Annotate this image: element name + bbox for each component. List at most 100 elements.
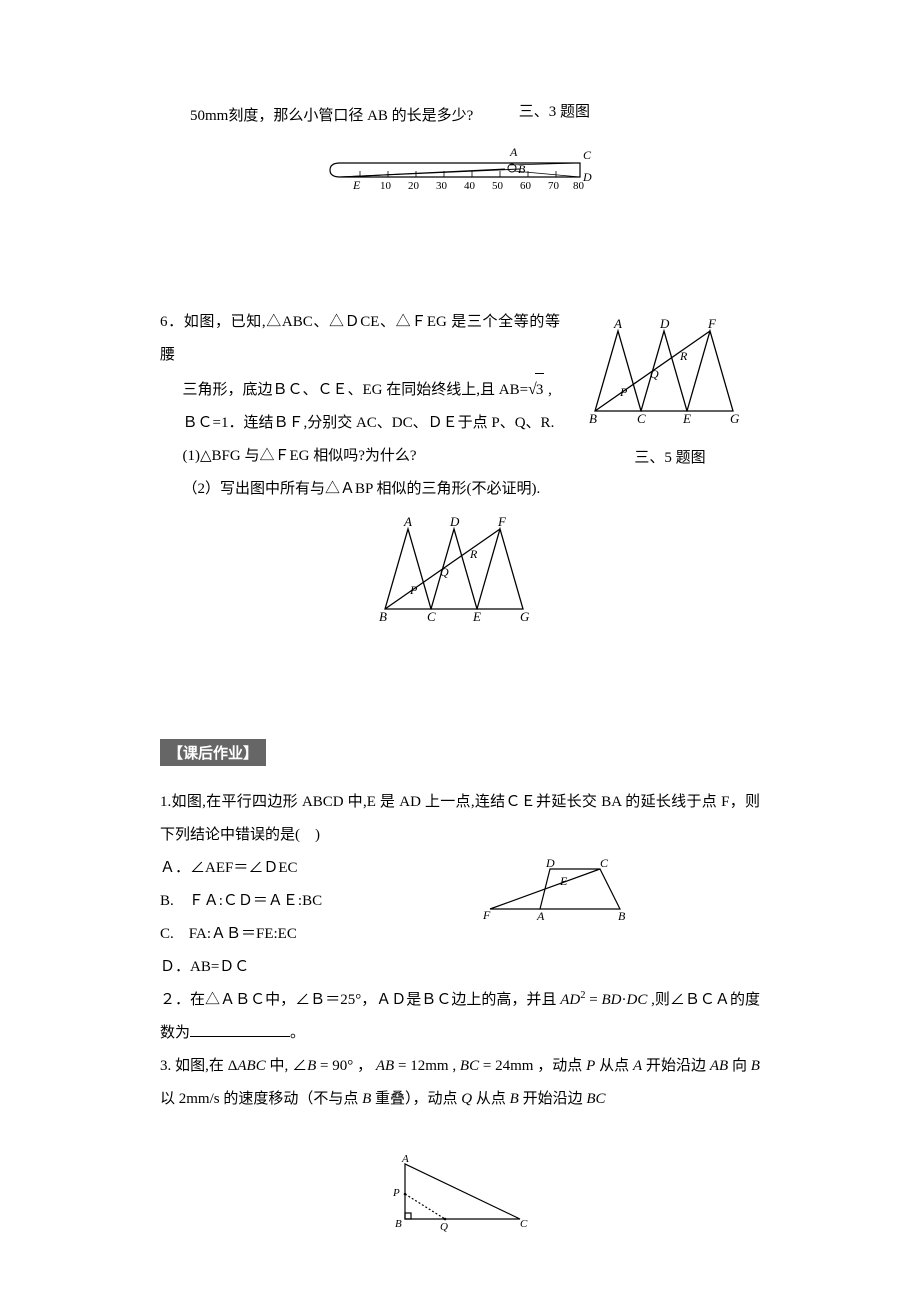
hw3-a: A <box>633 1058 642 1074</box>
hw2-pre: ２．在△ＡＢＣ中，∠Ｂ＝25°，ＡＤ是ＢＣ边上的高，并且 <box>160 992 560 1008</box>
svg-text:C: C <box>637 411 646 426</box>
triangles-svg-right: A D F B C E G P Q R <box>580 316 760 426</box>
svg-text:E: E <box>352 178 361 192</box>
svg-text:Q: Q <box>440 1221 448 1233</box>
svg-text:B: B <box>518 162 526 176</box>
q5-block: 三、3 题图 50mm刻度，那么小管口径 AB 的长是多少? A B <box>160 100 760 206</box>
svg-text:30: 30 <box>436 180 448 192</box>
hw3-abc: ABC <box>237 1058 265 1074</box>
hw3-bc: BC <box>460 1058 479 1074</box>
svg-text:60: 60 <box>520 180 532 192</box>
q5-caption-right: 三、3 题图 <box>519 100 590 121</box>
svg-text:D: D <box>449 514 460 529</box>
svg-text:A: A <box>509 145 518 159</box>
hw3-b3: B <box>362 1091 371 1107</box>
svg-text:80: 80 <box>573 180 585 192</box>
svg-text:A: A <box>536 909 545 923</box>
svg-text:R: R <box>469 547 478 561</box>
hw3-e90: = 90° ， <box>316 1058 376 1074</box>
svg-text:10: 10 <box>380 180 392 192</box>
hw3-m4: 向 <box>728 1058 751 1074</box>
svg-text:B: B <box>395 1218 402 1230</box>
q6-figure-right: A D F B C E G P Q R 三、5 题图 <box>580 316 760 467</box>
hw1-optB: B. ＦＡ:ＣＤ＝ＡＥ:BC <box>160 885 760 918</box>
svg-text:D: D <box>545 857 555 870</box>
q6-l2: 三角形，底边ＢＣ、ＣＥ、EG 在同始终线上,且 AB= <box>183 382 529 398</box>
hw3-m8: 开始沿边 <box>519 1091 587 1107</box>
hw3-p: P <box>586 1058 595 1074</box>
svg-text:E: E <box>559 874 568 888</box>
hw3-ab: AB <box>376 1058 394 1074</box>
svg-text:C: C <box>520 1218 528 1230</box>
svg-text:C: C <box>600 857 609 870</box>
svg-text:70: 70 <box>548 180 560 192</box>
hw3-b: B <box>307 1058 316 1074</box>
q6-l2t: , <box>544 382 552 398</box>
q6-block: A D F B C E G P Q R 三、5 题图 6．如图，已知,△ABC、… <box>160 306 760 659</box>
svg-text:40: 40 <box>464 180 476 192</box>
svg-text:R: R <box>679 349 688 363</box>
svg-text:E: E <box>472 609 481 624</box>
q6-sub2: （2）写出图中所有与△ＡBP 相似的三角形(不必证明). <box>160 473 760 506</box>
right-triangle-svg: A P B Q C <box>385 1154 535 1234</box>
q6-caption: 三、5 题图 <box>580 446 760 467</box>
hw1-optA: Ａ．∠AEF＝∠ＤEC <box>160 852 760 885</box>
svg-text:Q: Q <box>440 565 449 579</box>
hw1-figure: D C E F A B <box>480 857 640 932</box>
svg-text:Q: Q <box>650 367 659 381</box>
svg-text:B: B <box>589 411 597 426</box>
hw3-line: 3. 如图,在 ΔABC 中, ∠B = 90° ， AB = 12mm , B… <box>160 1050 760 1116</box>
svg-text:A: A <box>403 514 412 529</box>
q5-text: 50mm刻度，那么小管口径 AB 的长是多少? <box>160 100 760 133</box>
q6-figure-center: A D F B C E G P Q R <box>160 514 760 629</box>
hw3-m7: 从点 <box>472 1091 510 1107</box>
svg-text:A: A <box>613 316 622 331</box>
hw3-pre: 3. 如图,在 Δ <box>160 1058 237 1074</box>
hw1-block: 1.如图,在平行四边形 ABCD 中,E 是 AD 上一点,连结ＣＥ并延长交 B… <box>160 786 760 984</box>
svg-text:P: P <box>392 1187 400 1199</box>
hw3-m6: 重叠），动点 <box>371 1091 461 1107</box>
q5-figure: A B C D E 10 20 30 40 50 60 70 80 <box>160 141 760 206</box>
triangles-svg-center: A D F B C E G P Q R <box>370 514 550 624</box>
hw2-eq: = <box>585 992 601 1008</box>
hw3-bc2: BC <box>586 1091 605 1107</box>
hw1-optC: C. FA:ＡＢ＝FE:EC <box>160 918 760 951</box>
svg-text:G: G <box>520 609 530 624</box>
svg-text:A: A <box>401 1154 409 1165</box>
svg-text:20: 20 <box>408 180 420 192</box>
svg-text:P: P <box>619 385 628 399</box>
fill-blank[interactable] <box>190 1022 290 1037</box>
svg-text:B: B <box>379 609 387 624</box>
q6-num: 6． <box>160 314 184 330</box>
hw1-optD: Ｄ．AB=ＤＣ <box>160 951 760 984</box>
hw3-b2: B <box>751 1058 760 1074</box>
hw3-q: Q <box>461 1091 472 1107</box>
hw2-BD: BD <box>601 992 621 1008</box>
svg-text:B: B <box>618 909 626 923</box>
hw3-m5: 以 2mm/s 的速度移动（不与点 <box>160 1091 362 1107</box>
homework-badge: 【课后作业】 <box>160 739 266 766</box>
svg-text:50: 50 <box>492 180 504 192</box>
svg-text:F: F <box>497 514 507 529</box>
hw3-figure: A P B Q C <box>160 1154 760 1239</box>
svg-text:F: F <box>707 316 717 331</box>
hw3-ab2: AB <box>710 1058 728 1074</box>
svg-text:G: G <box>730 411 740 426</box>
svg-text:D: D <box>659 316 670 331</box>
hw3-m2: 从点 <box>595 1058 633 1074</box>
hw3-e24: = 24mm ，动点 <box>479 1058 586 1074</box>
svg-text:C: C <box>427 609 436 624</box>
sqrt-icon: √3 <box>528 372 544 407</box>
hw3-m3: 开始沿边 <box>642 1058 710 1074</box>
svg-text:E: E <box>682 411 691 426</box>
ruler-svg: A B C D E 10 20 30 40 50 60 70 80 <box>320 141 600 201</box>
hw3-e12: = 12mm , <box>394 1058 460 1074</box>
hw2-DC: DC <box>626 992 647 1008</box>
hw2-AD: AD <box>560 992 580 1008</box>
svg-text:C: C <box>583 148 592 162</box>
svg-text:F: F <box>482 908 491 922</box>
hw1-text: 1.如图,在平行四边形 ABCD 中,E 是 AD 上一点,连结ＣＥ并延长交 B… <box>160 786 760 852</box>
hw3-m1: 中, ∠ <box>266 1058 307 1074</box>
hw2-tail: 。 <box>290 1025 305 1041</box>
hw2-line: ２．在△ＡＢＣ中，∠Ｂ＝25°，ＡＤ是ＢＣ边上的高，并且 AD2 = BD·DC… <box>160 984 760 1050</box>
